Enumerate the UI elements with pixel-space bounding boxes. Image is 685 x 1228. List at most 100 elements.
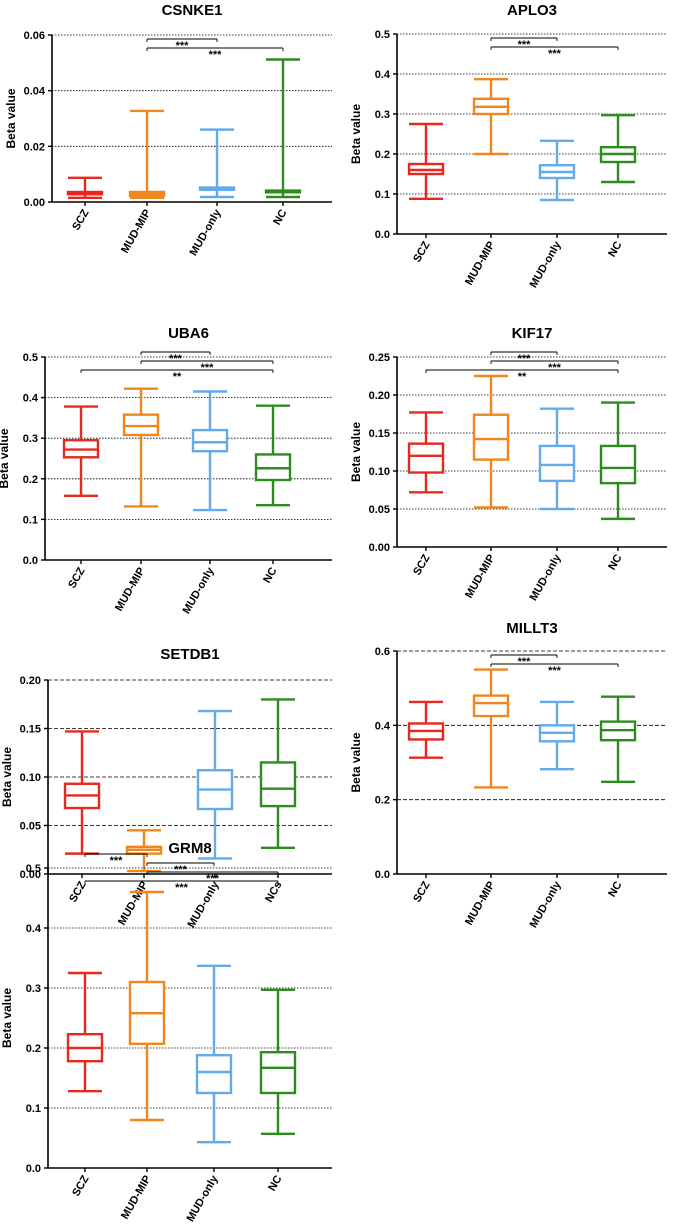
y-tick-label: 0.2 bbox=[26, 1043, 41, 1055]
significance-label: *** bbox=[110, 855, 124, 867]
significance-bracket: *** bbox=[140, 360, 274, 374]
iqr-box bbox=[259, 1050, 297, 1095]
significance-bracket: *** bbox=[84, 853, 148, 867]
category-label: MUD-MIP bbox=[463, 240, 498, 288]
box-nc bbox=[259, 988, 297, 1136]
significance-bracket: *** bbox=[490, 654, 558, 668]
significance-label: *** bbox=[518, 656, 532, 668]
y-tick-label: 0.04 bbox=[24, 86, 46, 98]
iqr-box bbox=[122, 413, 160, 437]
category-label: SCZ bbox=[411, 879, 433, 904]
y-tick-label: 0.0 bbox=[26, 1163, 41, 1175]
category-label: MUD-MIP bbox=[116, 880, 151, 928]
chart-uba6: UBA6 0.0 0.1 0.2 0.3 0.4 0.5 Beta value SCZ MUD-M… bbox=[0, 325, 332, 616]
significance-label: *** bbox=[176, 40, 190, 52]
category-label: MUD-only bbox=[181, 565, 217, 616]
significance-label: *** bbox=[201, 362, 215, 374]
significance-bracket: *** bbox=[490, 360, 619, 374]
chart-title: GRM8 bbox=[168, 840, 211, 857]
box-mud-only bbox=[538, 700, 576, 771]
y-tick-label: 0.15 bbox=[369, 428, 390, 440]
box-scz bbox=[66, 971, 104, 1093]
y-tick-label: 0.25 bbox=[369, 352, 390, 364]
box-nc bbox=[599, 695, 637, 784]
y-tick-label: 0.2 bbox=[375, 149, 390, 161]
y-tick-label: 0.5 bbox=[26, 863, 41, 875]
box-nc bbox=[599, 113, 637, 184]
y-tick-label: 0.15 bbox=[20, 724, 41, 736]
category-label: NC bbox=[606, 239, 624, 259]
category-label: NC bbox=[261, 565, 279, 585]
significance-label: *** bbox=[209, 49, 223, 61]
y-tick-label: 0.0 bbox=[375, 869, 390, 881]
box-mud-mip bbox=[125, 829, 163, 873]
significance-label: *** bbox=[174, 864, 188, 876]
y-tick-label: 0.3 bbox=[26, 983, 41, 995]
iqr-box bbox=[195, 1053, 233, 1095]
y-tick-label: 0.4 bbox=[375, 69, 391, 81]
chart-title: SETDB1 bbox=[160, 646, 219, 663]
significance-label: *** bbox=[175, 882, 189, 894]
box-ncs bbox=[259, 698, 297, 850]
category-label: SCZ bbox=[66, 565, 88, 590]
significance-label: *** bbox=[518, 353, 532, 365]
box-nc bbox=[254, 404, 292, 507]
box-mud-only bbox=[196, 709, 234, 860]
box-mud-only bbox=[191, 390, 229, 512]
category-label: SCZ bbox=[67, 879, 89, 904]
iqr-box bbox=[259, 761, 297, 808]
category-label: MUD-only bbox=[528, 552, 564, 603]
category-label: MUD-MIP bbox=[119, 1174, 154, 1222]
box-nc bbox=[264, 58, 302, 199]
y-tick-label: 0.1 bbox=[23, 514, 38, 526]
y-tick-label: 0.4 bbox=[375, 720, 391, 732]
y-tick-label: 0.20 bbox=[369, 390, 390, 402]
category-label: NC bbox=[266, 1173, 284, 1193]
category-label: NCs bbox=[263, 880, 284, 905]
box-scz bbox=[62, 405, 100, 498]
iqr-box bbox=[599, 444, 637, 485]
significance-bracket: *** bbox=[146, 862, 215, 876]
category-label: MUD-only bbox=[528, 239, 564, 290]
significance-bracket: *** bbox=[146, 47, 284, 61]
category-label: NC bbox=[606, 879, 624, 899]
y-tick-label: 0.10 bbox=[20, 772, 41, 784]
y-axis-label: Beta value bbox=[349, 422, 363, 482]
box-mud-mip bbox=[128, 890, 166, 1122]
iqr-box bbox=[538, 444, 576, 483]
significance-label: ** bbox=[518, 371, 527, 383]
chart-kif17: KIF17 0.00 0.05 0.10 0.15 0.20 0.25 Beta value S… bbox=[349, 325, 667, 603]
significance-label: *** bbox=[169, 353, 183, 365]
chart-title: MILLT3 bbox=[506, 620, 557, 637]
y-tick-label: 0.5 bbox=[23, 352, 38, 364]
significance-bracket: *** bbox=[146, 871, 279, 885]
category-label: SCZ bbox=[70, 207, 92, 232]
box-mud-mip bbox=[472, 668, 510, 789]
box-scz bbox=[66, 176, 104, 200]
significance-label: *** bbox=[206, 873, 220, 885]
y-tick-label: 0.00 bbox=[24, 197, 45, 209]
y-axis-label: Beta value bbox=[349, 104, 363, 164]
iqr-box bbox=[407, 442, 445, 474]
box-mud-only bbox=[538, 407, 576, 511]
chart-title: UBA6 bbox=[168, 325, 209, 342]
box-mud-mip bbox=[122, 387, 160, 508]
category-label: MUD-only bbox=[528, 879, 564, 930]
category-label: NC bbox=[271, 207, 289, 227]
box-mud-mip bbox=[472, 77, 510, 156]
y-tick-label: 0.4 bbox=[23, 393, 39, 405]
iqr-box bbox=[191, 428, 229, 453]
y-tick-label: 0.1 bbox=[375, 189, 390, 201]
significance-label: *** bbox=[548, 48, 562, 60]
category-label: MUD-MIP bbox=[463, 880, 498, 928]
significance-bracket: *** bbox=[140, 351, 211, 365]
box-scz bbox=[407, 700, 445, 759]
iqr-box bbox=[472, 413, 510, 461]
significance-bracket: *** bbox=[490, 46, 619, 60]
category-label: MUD-only bbox=[188, 207, 224, 258]
significance-bracket: *** bbox=[84, 880, 279, 894]
significance-bracket: *** bbox=[146, 38, 218, 52]
chart-title: KIF17 bbox=[512, 325, 553, 342]
box-mud-only bbox=[198, 128, 236, 199]
box-scz bbox=[407, 122, 445, 201]
